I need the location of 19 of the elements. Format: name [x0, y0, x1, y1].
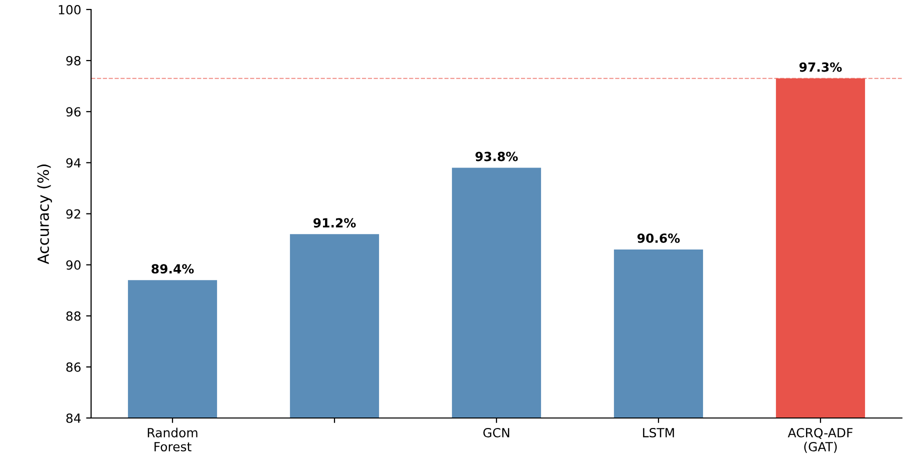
y-tick-label: 98: [66, 56, 81, 66]
data-label: 90.6%: [637, 233, 680, 243]
x-tick-label: GCN: [483, 428, 510, 438]
y-tick-label: 96: [66, 107, 81, 117]
data-label: 97.3%: [799, 62, 842, 72]
y-tick-label: 86: [66, 362, 81, 372]
y-tick-label: 88: [66, 311, 81, 321]
data-label: 89.4%: [152, 264, 194, 274]
y-tick-label: 90: [66, 260, 81, 270]
data-label: 91.2%: [313, 218, 356, 228]
y-axis-title: Accuracy (%): [37, 164, 52, 264]
data-label: 93.8%: [475, 152, 518, 162]
x-tick-label: ACRQ-ADF (GAT): [788, 428, 853, 453]
x-tick-label: Random Forest: [148, 428, 198, 452]
y-tick-label: 100: [58, 4, 81, 14]
y-tick-label: 92: [66, 209, 80, 219]
x-tick-label: LSTM: [643, 428, 674, 438]
y-tick-label: 84: [66, 413, 81, 423]
y-tick-label: 94: [66, 158, 81, 168]
